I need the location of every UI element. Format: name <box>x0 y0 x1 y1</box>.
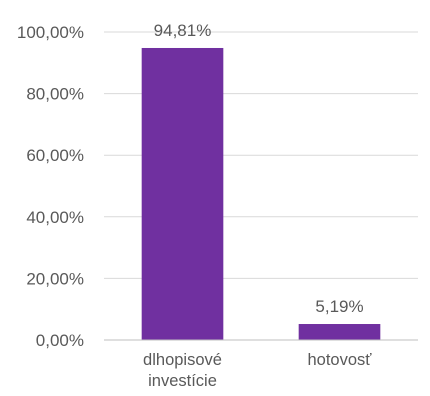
x-category-label-line: investície <box>148 372 217 390</box>
y-tick-label: 60,00% <box>26 146 84 165</box>
x-axis-categories: dlhopisové investície hotovosť <box>143 351 372 390</box>
data-labels: 94,81% 5,19% <box>154 21 364 316</box>
y-tick-label: 80,00% <box>26 85 84 104</box>
data-label: 94,81% <box>154 21 212 40</box>
y-tick-label: 20,00% <box>26 269 84 288</box>
y-tick-label: 0,00% <box>36 331 84 350</box>
y-tick-label: 40,00% <box>26 208 84 227</box>
bars <box>141 47 381 340</box>
data-label: 5,19% <box>315 297 363 316</box>
bar <box>141 47 224 340</box>
x-category-label: dlhopisové investície <box>143 351 222 390</box>
x-category-label-line: dlhopisové <box>143 351 222 369</box>
y-tick-label: 100,00% <box>17 23 84 42</box>
x-category-label-line: hotovosť <box>308 351 373 369</box>
y-axis-ticks: 0,00% 20,00% 40,00% 60,00% 80,00% 100,00% <box>17 23 84 350</box>
bar <box>298 324 381 340</box>
x-category-label: hotovosť <box>308 351 373 369</box>
